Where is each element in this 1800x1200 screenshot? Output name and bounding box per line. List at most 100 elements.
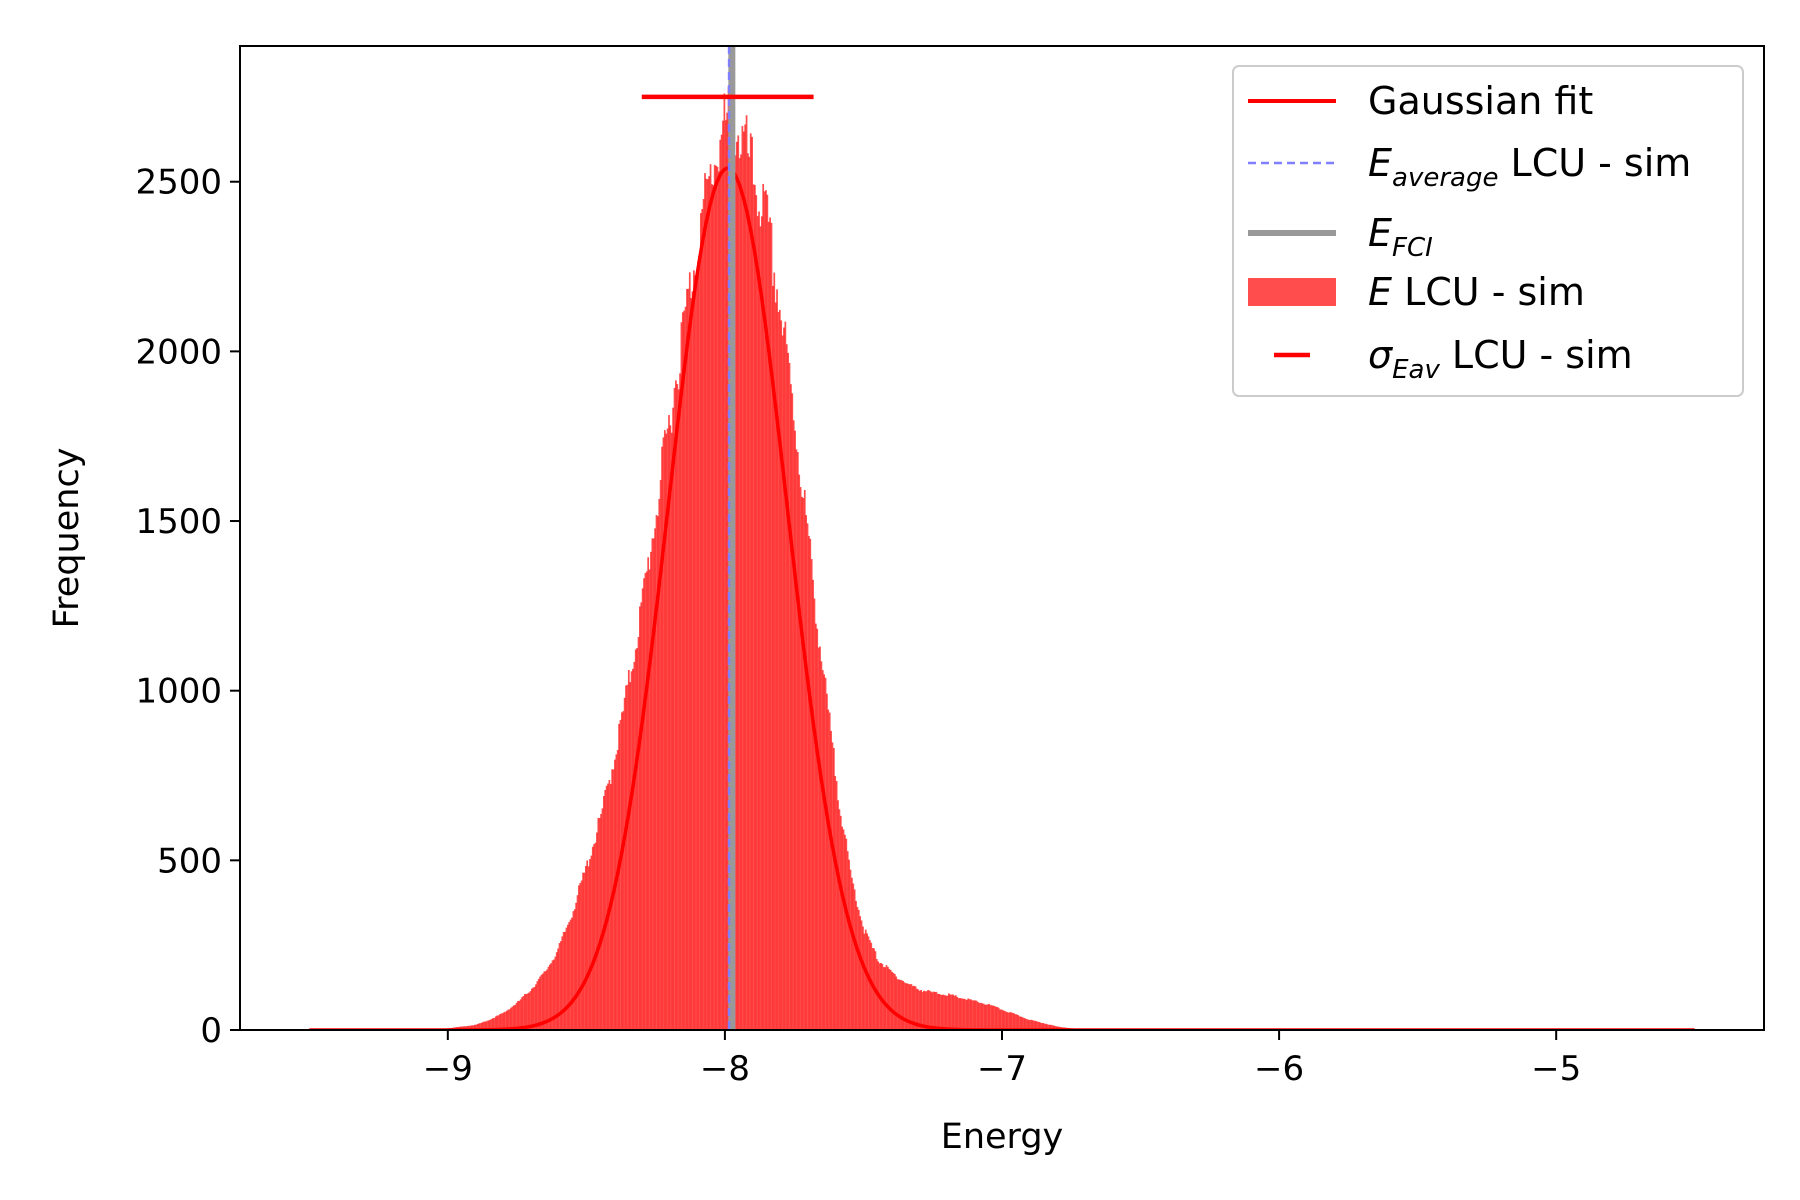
- y-tick-label: 500: [157, 841, 222, 881]
- legend-entry: EFCI: [1248, 211, 1433, 263]
- histogram-bar: [859, 916, 862, 1030]
- histogram-bar: [928, 990, 931, 1030]
- histogram-bar: [1033, 1020, 1036, 1030]
- histogram-bar: [899, 979, 902, 1030]
- histogram-bar: [841, 826, 844, 1030]
- histogram-bar: [745, 115, 748, 1030]
- histogram-bar: [528, 992, 530, 1030]
- histogram-bar: [497, 1015, 500, 1030]
- histogram-bar: [668, 415, 670, 1030]
- histogram-bar: [911, 986, 914, 1030]
- histogram-bar: [1003, 1010, 1006, 1030]
- histogram-bar: [478, 1023, 481, 1030]
- histogram-bar: [555, 952, 558, 1030]
- histogram-bar: [468, 1025, 471, 1030]
- histogram-bar: [540, 974, 543, 1030]
- histogram-bar: [929, 991, 932, 1030]
- histogram-bar: [579, 882, 582, 1030]
- histogram-bar: [600, 813, 602, 1030]
- histogram-bar: [787, 352, 789, 1030]
- histogram-bar: [885, 965, 888, 1030]
- histogram-bar: [766, 194, 769, 1030]
- histogram-bar: [813, 598, 816, 1030]
- histogram-bar: [688, 272, 691, 1030]
- histogram-bar: [824, 677, 827, 1030]
- histogram-bar: [934, 992, 936, 1030]
- histogram-bar: [546, 969, 548, 1030]
- histogram-bar: [914, 986, 917, 1030]
- histogram-bar: [548, 964, 551, 1030]
- legend-label: EFCI: [1368, 211, 1433, 263]
- histogram-bar: [827, 709, 830, 1030]
- histogram-bar: [471, 1025, 474, 1030]
- histogram-bar: [694, 275, 697, 1030]
- histogram-bar: [665, 433, 668, 1030]
- histogram-bar: [529, 991, 532, 1030]
- histogram-bar: [794, 430, 796, 1030]
- histogram-bar: [1036, 1021, 1039, 1030]
- histogram-bar: [724, 120, 727, 1030]
- histogram-bar: [945, 995, 947, 1030]
- histogram-bar: [533, 986, 536, 1030]
- histogram-bar: [723, 93, 726, 1030]
- histogram-bar: [882, 966, 885, 1030]
- histogram-bar: [525, 994, 528, 1030]
- histogram-bar: [564, 931, 566, 1030]
- legend-entry: Gaussian fit: [1248, 79, 1593, 123]
- histogram-bar: [717, 171, 720, 1030]
- histogram-bar: [791, 393, 794, 1030]
- histogram-bar: [977, 1001, 979, 1030]
- histogram-bar: [568, 921, 571, 1030]
- histogram-bar: [965, 1000, 968, 1030]
- histogram-bar: [909, 984, 911, 1030]
- x-tick-label: −7: [977, 1049, 1027, 1089]
- histogram-bar: [867, 936, 870, 1030]
- histogram-bar: [907, 983, 910, 1030]
- histogram-bar: [856, 906, 859, 1030]
- histogram-bar: [542, 973, 544, 1030]
- histogram-bar: [644, 573, 647, 1030]
- histogram-bar: [1017, 1015, 1019, 1030]
- histogram-bar: [467, 1025, 469, 1030]
- histogram-bar: [510, 1007, 512, 1030]
- y-axis-label: Frequency: [47, 448, 87, 629]
- histogram-bar: [594, 842, 597, 1030]
- histogram-bar: [848, 859, 850, 1030]
- histogram-bar: [672, 407, 674, 1030]
- histogram-bar: [910, 984, 913, 1030]
- histogram-bar: [712, 185, 715, 1030]
- histogram-bar: [905, 983, 907, 1030]
- histogram-bar: [704, 173, 706, 1030]
- histogram-bar: [749, 133, 752, 1030]
- y-tick-label: 1000: [135, 672, 222, 712]
- histogram-bar: [831, 742, 834, 1030]
- histogram-bar: [1007, 1012, 1010, 1030]
- x-tick-label: −9: [423, 1049, 473, 1089]
- histogram-bar: [687, 288, 690, 1030]
- histogram-bar: [658, 498, 661, 1030]
- histogram-bar: [971, 1000, 974, 1030]
- histogram-bar: [670, 432, 673, 1030]
- histogram-bar: [920, 989, 922, 1030]
- histogram-bar: [619, 719, 622, 1030]
- histogram-bar: [633, 661, 636, 1030]
- histogram-bar: [993, 1005, 996, 1030]
- histogram-bar: [777, 312, 780, 1030]
- histogram-bar: [803, 490, 806, 1030]
- histogram-bar: [932, 991, 935, 1030]
- histogram-bar: [751, 136, 753, 1030]
- histogram-bar: [578, 885, 580, 1030]
- histogram-bar: [808, 535, 810, 1030]
- histogram-bar: [543, 971, 546, 1030]
- legend-box: [1232, 65, 1744, 397]
- histogram-bar: [762, 183, 765, 1030]
- histogram-bar: [640, 602, 643, 1030]
- histogram-bar: [799, 487, 802, 1030]
- histogram-bar: [946, 995, 949, 1030]
- histogram-bar: [839, 815, 842, 1030]
- histogram-bar: [499, 1014, 501, 1030]
- histogram-bar: [602, 796, 605, 1030]
- histogram-bar: [862, 926, 864, 1030]
- histogram-bar: [693, 270, 695, 1030]
- histogram-bar: [565, 927, 568, 1030]
